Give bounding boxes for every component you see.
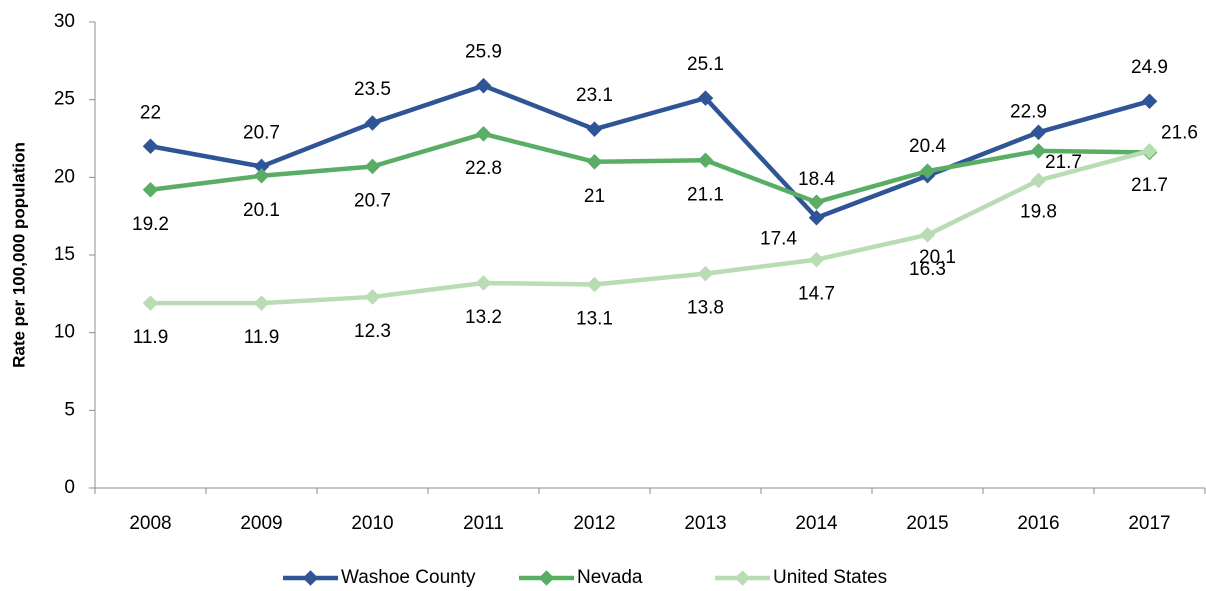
marker bbox=[364, 115, 381, 131]
series-line bbox=[150, 83, 1151, 220]
data-label: 13.2 bbox=[465, 307, 502, 328]
series-line bbox=[150, 131, 1150, 205]
marker bbox=[697, 265, 714, 282]
data-label: 19.2 bbox=[132, 214, 169, 235]
data-label: 21.7 bbox=[1131, 175, 1168, 196]
y-tick-label: 0 bbox=[64, 477, 75, 498]
x-tick-label: 2011 bbox=[463, 513, 504, 534]
marker bbox=[142, 138, 159, 155]
marker bbox=[586, 121, 603, 137]
marker bbox=[919, 227, 936, 243]
x-tick-label: 2009 bbox=[240, 513, 282, 534]
data-label: 23.5 bbox=[354, 79, 391, 100]
legend-marker bbox=[302, 570, 319, 586]
marker bbox=[1030, 124, 1047, 141]
x-tick-label: 2012 bbox=[573, 513, 615, 534]
data-label: 14.7 bbox=[798, 284, 835, 305]
data-label: 23.1 bbox=[576, 85, 613, 106]
marker bbox=[919, 163, 936, 179]
x-tick-label: 2017 bbox=[1128, 513, 1170, 534]
marker bbox=[364, 158, 381, 175]
marker bbox=[808, 251, 825, 268]
data-label: 21.6 bbox=[1161, 122, 1198, 143]
x-tick-label: 2010 bbox=[351, 513, 393, 534]
marker bbox=[586, 154, 603, 170]
marker bbox=[253, 158, 270, 175]
marker bbox=[808, 209, 825, 226]
marker bbox=[586, 276, 603, 293]
y-tick-label: 25 bbox=[54, 89, 75, 110]
series-line bbox=[150, 148, 1151, 306]
marker bbox=[1141, 143, 1158, 159]
legend-label: Washoe County bbox=[341, 567, 476, 588]
marker bbox=[1141, 93, 1158, 109]
marker bbox=[253, 295, 270, 311]
data-label: 13.1 bbox=[576, 309, 613, 330]
marker bbox=[253, 168, 270, 184]
data-label: 25.9 bbox=[465, 42, 502, 63]
data-label: 11.9 bbox=[133, 327, 169, 348]
x-tick-label: 2014 bbox=[795, 513, 838, 534]
y-tick-label: 5 bbox=[64, 399, 75, 420]
data-label: 20.4 bbox=[909, 136, 946, 157]
y-tick-label: 15 bbox=[54, 244, 75, 265]
marker bbox=[142, 181, 159, 198]
x-tick-label: 2008 bbox=[129, 513, 171, 534]
marker bbox=[1030, 172, 1047, 189]
data-label: 20.1 bbox=[919, 247, 956, 268]
data-label: 22 bbox=[140, 102, 161, 123]
legend-marker bbox=[734, 570, 751, 586]
data-label: 22.8 bbox=[465, 158, 502, 179]
marker bbox=[475, 126, 492, 142]
marker bbox=[475, 77, 492, 94]
data-label: 24.9 bbox=[1131, 57, 1168, 78]
data-label: 18.4 bbox=[798, 169, 835, 190]
data-label: 21.1 bbox=[687, 184, 724, 205]
data-label: 12.3 bbox=[354, 321, 391, 342]
data-label: 21 bbox=[584, 186, 605, 207]
y-tick-label: 30 bbox=[54, 11, 75, 32]
y-tick-label: 20 bbox=[54, 166, 75, 187]
marker bbox=[697, 152, 714, 169]
x-tick-label: 2013 bbox=[684, 513, 726, 534]
legend-label: United States bbox=[773, 567, 887, 588]
data-label: 25.1 bbox=[687, 54, 724, 75]
marker bbox=[475, 275, 492, 291]
data-label: 17.4 bbox=[760, 229, 797, 250]
data-label: 21.7 bbox=[1045, 152, 1082, 173]
x-tick-label: 2015 bbox=[906, 513, 948, 534]
data-label: 20.7 bbox=[243, 122, 280, 143]
data-label: 13.8 bbox=[687, 298, 724, 319]
marker bbox=[142, 295, 159, 311]
x-tick-label: 2016 bbox=[1017, 513, 1059, 534]
data-label: 19.8 bbox=[1020, 201, 1057, 222]
y-tick-label: 10 bbox=[54, 322, 75, 343]
marker bbox=[364, 289, 381, 305]
legend-label: Nevada bbox=[577, 567, 643, 588]
data-label: 22.9 bbox=[1010, 101, 1047, 122]
y-axis-title: Rate per 100,000 population bbox=[9, 142, 28, 368]
marker bbox=[1030, 143, 1047, 159]
data-label: 20.1 bbox=[243, 200, 280, 221]
data-label: 16.3 bbox=[909, 259, 946, 280]
data-label: 11.9 bbox=[244, 327, 280, 348]
marker bbox=[808, 194, 825, 210]
data-label: 20.7 bbox=[354, 190, 391, 211]
legend-marker bbox=[538, 570, 555, 586]
